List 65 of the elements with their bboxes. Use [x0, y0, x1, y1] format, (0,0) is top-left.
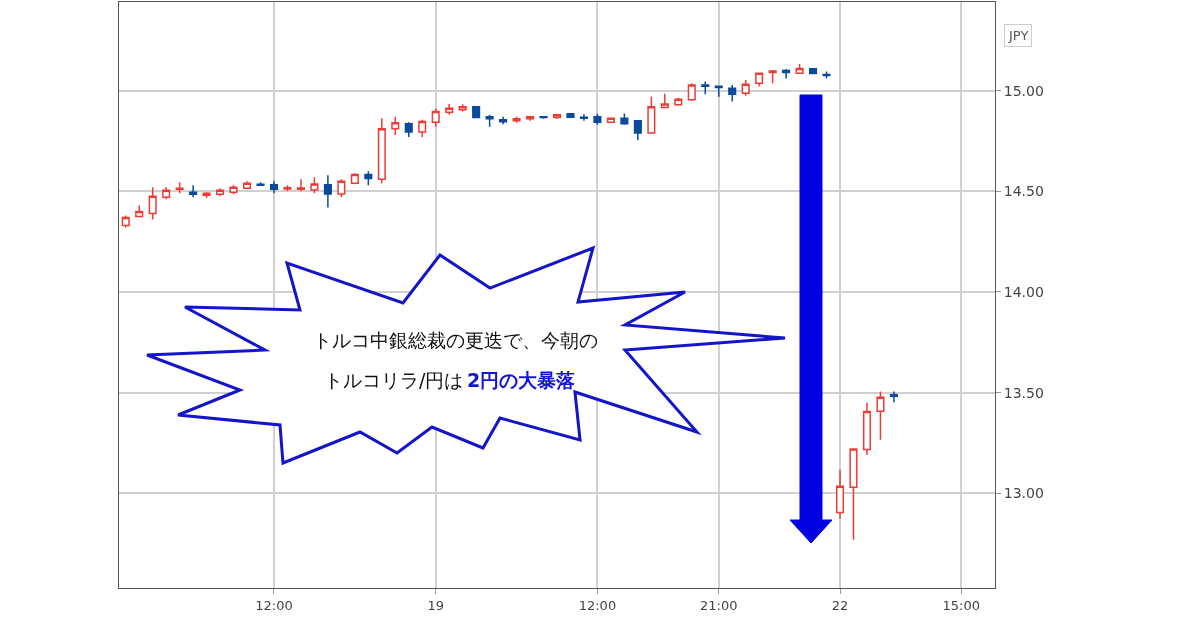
candlestick [525, 116, 535, 122]
candlestick [849, 448, 858, 541]
y-tick-label: 15.00 [1003, 82, 1044, 99]
candlestick [782, 68, 791, 80]
x-tick-label: 19 [427, 597, 444, 613]
candlestick [876, 390, 885, 441]
annotation: トルコ中銀総裁の更迭で、今朝の [313, 329, 598, 351]
candlestick [768, 69, 777, 85]
candlestick [310, 176, 319, 195]
candlestick [620, 112, 629, 126]
x-tick-label: 12:00 [578, 597, 617, 613]
y-tick-label: 14.50 [1003, 183, 1044, 200]
candlestick [418, 119, 427, 138]
candlestick [593, 113, 602, 126]
candlestick [512, 116, 521, 124]
candlestick [296, 178, 305, 193]
candlestick [687, 82, 696, 102]
candlestick [701, 80, 710, 95]
candlestick [633, 120, 642, 141]
x-tick-label: 22 [831, 597, 849, 613]
candlestick [445, 103, 454, 116]
candlestick [539, 115, 548, 120]
y-axis-title: JPY [1008, 28, 1029, 43]
candlestick [148, 186, 157, 221]
candlestick [391, 116, 400, 136]
candlestick [835, 469, 845, 520]
candlestick [728, 84, 737, 103]
annotation: トルコリラ/円は [324, 369, 464, 391]
candlestick [404, 121, 413, 138]
x-tick-label: 15:00 [942, 597, 981, 613]
candlestick [499, 116, 508, 125]
y-tick-label: 13.00 [1003, 485, 1044, 502]
annotation: 2円の大暴落 [467, 369, 576, 391]
y-tick-label: 13.50 [1003, 384, 1044, 401]
candlestick [269, 180, 279, 195]
x-tick-label: 12:00 [255, 597, 293, 613]
candlestick [606, 117, 615, 124]
candlestick [755, 71, 764, 88]
candlestick [337, 178, 346, 199]
candlestick [579, 113, 589, 122]
y-tick-label: 14.00 [1003, 283, 1044, 300]
candlestick [741, 79, 750, 97]
candlestick [256, 181, 265, 186]
candlestick [889, 390, 898, 404]
candlestick [283, 184, 292, 193]
candlestick [323, 174, 332, 209]
candlestick [350, 172, 359, 185]
candlestick [162, 186, 171, 201]
candlestick [431, 107, 440, 128]
candlestick [714, 85, 723, 98]
candlestick [121, 214, 130, 229]
candlestick [795, 63, 804, 75]
candlestick [242, 180, 252, 190]
candlestick [485, 114, 494, 128]
candlestick [862, 401, 872, 456]
candlestick [660, 93, 669, 109]
candlestick [647, 95, 656, 134]
candlestick [566, 113, 575, 119]
candlestick [809, 67, 818, 75]
candlestick [472, 105, 481, 119]
candlestick [377, 117, 386, 184]
candlestick [189, 184, 198, 199]
x-tick-label: 21:00 [699, 597, 738, 613]
candlestick [216, 187, 225, 198]
candlestick [135, 204, 144, 219]
